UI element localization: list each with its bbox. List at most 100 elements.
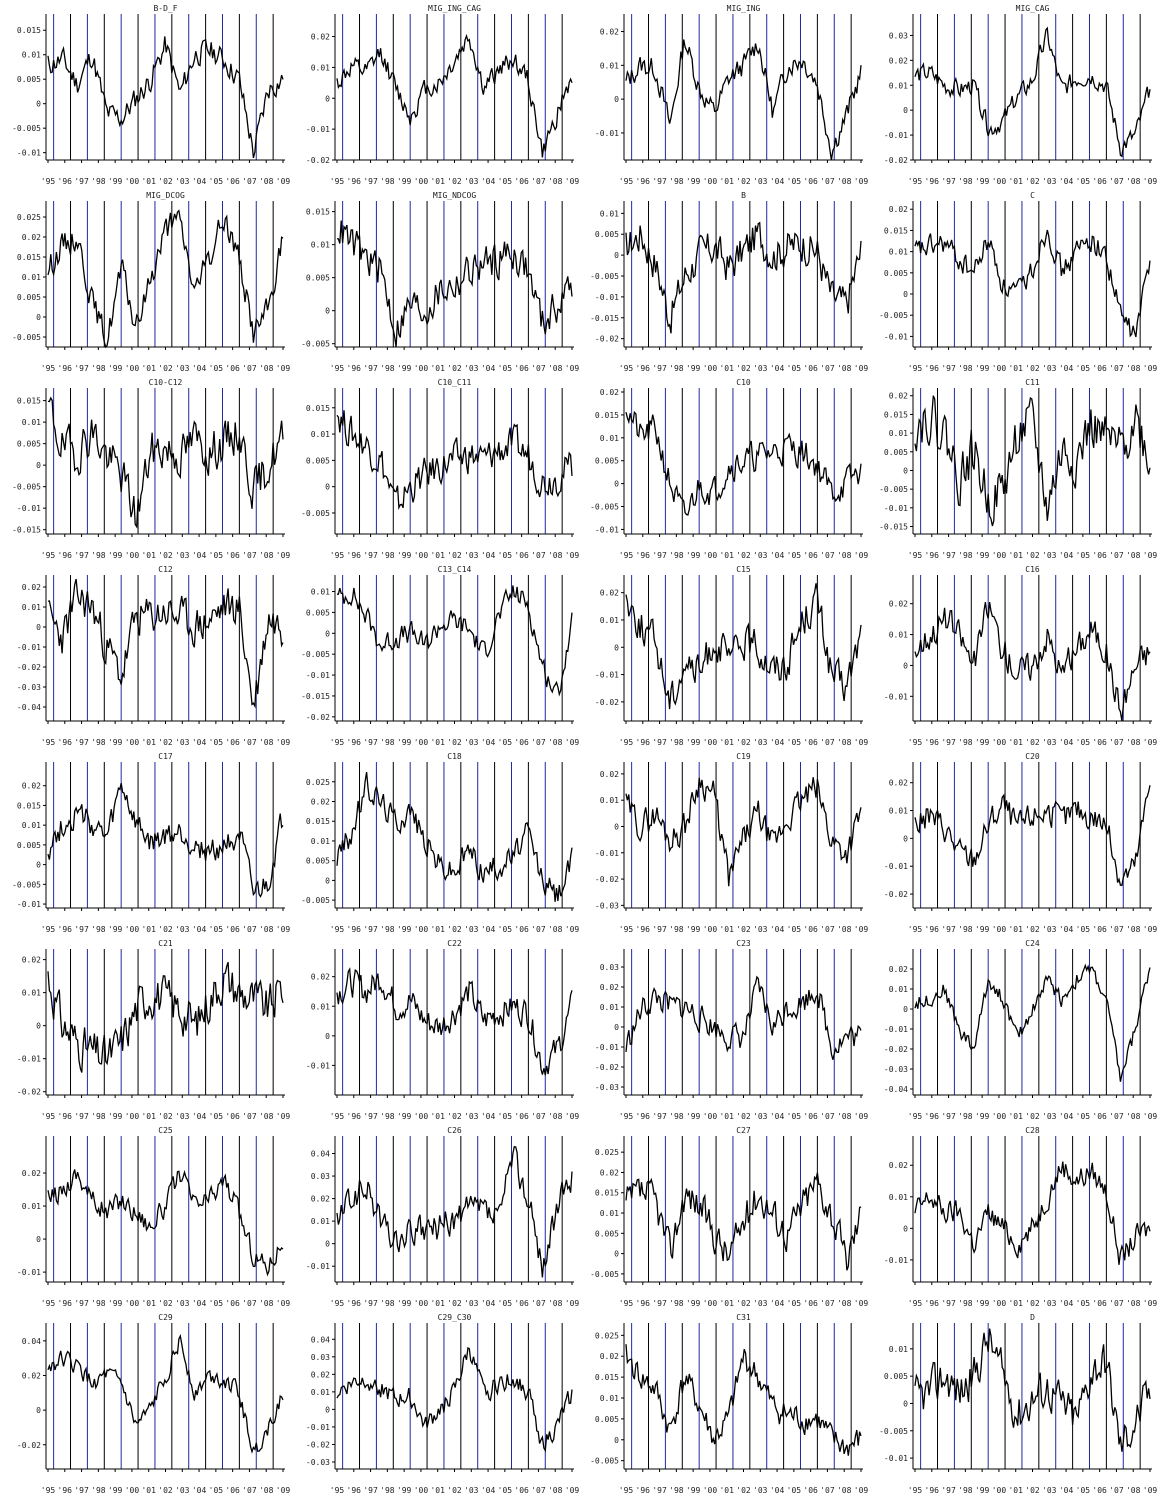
x-tick-label: '07 xyxy=(820,925,835,934)
x-tick-label: '99 xyxy=(397,364,412,373)
x-tick-label: '04 xyxy=(770,177,785,186)
x-tick-label: '96 xyxy=(636,1299,651,1308)
y-tick-label: 0.01 xyxy=(311,63,330,72)
panel-svg: C29_C30 0.04 0.03 0.02 0.01 0 -0.01 -0.02 -0.03 '… xyxy=(306,1313,580,1495)
panel-mig-ing: MIG_ING 0.02 0.01 0 -0.01'95'96'97'98'99'00 '… xyxy=(578,0,869,187)
x-tick-label: '03 xyxy=(464,364,479,373)
x-tick-label: '97 xyxy=(941,551,956,560)
x-tick-label: '97 xyxy=(74,1299,89,1308)
x-tick-label: '96 xyxy=(636,1486,651,1495)
panel-title: C23 xyxy=(736,939,751,948)
x-tick-label: '97 xyxy=(652,551,667,560)
x-tick-label: '08 xyxy=(548,1112,563,1121)
y-tick-label: 0.02 xyxy=(22,233,41,242)
x-tick-label: '04 xyxy=(481,738,496,747)
y-tick-label: 0.005 xyxy=(306,857,330,866)
x-tick-label: '95 xyxy=(908,177,923,186)
x-tick-label: '08 xyxy=(837,551,852,560)
y-tick-label: -0.02 xyxy=(884,156,908,165)
x-tick-label: '99 xyxy=(108,1486,123,1495)
x-tick-label: '00 xyxy=(703,1112,718,1121)
series-line xyxy=(914,1161,1151,1265)
x-tick-label: '08 xyxy=(259,364,274,373)
x-tick-label: '95 xyxy=(330,551,345,560)
x-tick-label: '02 xyxy=(158,551,173,560)
x-tick-label: '95 xyxy=(330,1486,345,1495)
y-tick-label: 0.005 xyxy=(306,608,330,617)
x-tick-label: '01 xyxy=(1008,738,1023,747)
panel-c11: C11 0.02 0.015 0.01 0.005 0 -0.005 -0.01 -0.015 '… xyxy=(867,374,1157,561)
x-tick-label: '03 xyxy=(464,1486,479,1495)
x-tick-label: '99 xyxy=(686,364,701,373)
y-tick-label: 0.02 xyxy=(600,1168,619,1177)
x-tick-label: '96 xyxy=(925,738,940,747)
y-tick-label: 0.02 xyxy=(600,770,619,779)
x-tick-label: '98 xyxy=(91,738,106,747)
x-tick-label: '02 xyxy=(1025,364,1040,373)
panel-b: B 0.01 0.005 0 -0.005 -0.01 -0.015 -0.02'95'96 '… xyxy=(578,187,868,374)
x-tick-label: '95 xyxy=(41,364,56,373)
x-tick-label: '03 xyxy=(1042,364,1057,373)
x-tick-label: '03 xyxy=(1042,738,1057,747)
x-tick-label: '96 xyxy=(347,551,362,560)
series-line xyxy=(336,220,573,347)
x-tick-label: '05 xyxy=(1076,364,1091,373)
x-tick-label: '03 xyxy=(175,364,190,373)
y-tick-label: 0.025 xyxy=(595,1331,619,1340)
x-tick-label: '07 xyxy=(242,738,257,747)
x-tick-label: '95 xyxy=(330,364,345,373)
y-tick-label: -0.005 xyxy=(301,509,330,518)
panel-title: C27 xyxy=(736,1126,751,1135)
x-tick-label: '97 xyxy=(941,738,956,747)
x-tick-label: '07 xyxy=(531,364,546,373)
y-tick-label: 0.01 xyxy=(600,61,619,70)
y-tick-label: -0.005 xyxy=(12,880,41,889)
x-tick-label: '00 xyxy=(125,551,140,560)
series-line xyxy=(625,583,862,710)
x-tick-label: '08 xyxy=(837,925,852,934)
x-tick-label: '08 xyxy=(837,1486,852,1495)
x-tick-label: '97 xyxy=(74,925,89,934)
x-tick-label: '98 xyxy=(958,925,973,934)
y-tick-label: 0.005 xyxy=(884,448,908,457)
x-tick-label: '09 xyxy=(1143,1299,1157,1308)
y-tick-label: 0.015 xyxy=(17,801,41,810)
y-tick-label: -0.02 xyxy=(17,663,41,672)
x-tick-label: '05 xyxy=(787,1112,802,1121)
y-tick-label: 0.01 xyxy=(311,1388,330,1397)
y-tick-label: 0 xyxy=(325,1032,330,1041)
x-tick-label: '00 xyxy=(703,364,718,373)
x-tick-label: '06 xyxy=(225,551,240,560)
x-tick-label: '99 xyxy=(975,738,990,747)
x-tick-label: '05 xyxy=(1076,738,1091,747)
panel-title: C24 xyxy=(1025,939,1040,948)
x-tick-label: '07 xyxy=(1109,551,1124,560)
x-tick-label: '06 xyxy=(514,925,529,934)
x-tick-label: '04 xyxy=(1059,738,1074,747)
y-tick-label: 0 xyxy=(325,307,330,316)
panel-title: C17 xyxy=(158,752,173,761)
x-tick-label: '97 xyxy=(941,1299,956,1308)
y-tick-label: 0 xyxy=(36,623,41,632)
x-tick-label: '00 xyxy=(125,1486,140,1495)
x-tick-label: '95 xyxy=(908,738,923,747)
y-tick-label: 0.025 xyxy=(17,213,41,222)
y-tick-label: 0 xyxy=(325,1240,330,1249)
panel-title: MIG_CAG xyxy=(1016,4,1050,13)
x-tick-label: '96 xyxy=(347,1112,362,1121)
x-tick-label: '98 xyxy=(669,1299,684,1308)
panel-title: C25 xyxy=(158,1126,173,1135)
panel-title: MIG_NDCOG xyxy=(433,191,477,200)
panel-c13-c14: C13_C14 0.01 0.005 0 -0.005 -0.01 -0.015 -0.02 '… xyxy=(289,561,579,748)
y-tick-label: 0.005 xyxy=(595,1229,619,1238)
x-tick-label: '08 xyxy=(548,738,563,747)
x-tick-label: '95 xyxy=(908,1112,923,1121)
x-tick-label: '03 xyxy=(1042,1299,1057,1308)
x-tick-label: '98 xyxy=(380,364,395,373)
x-tick-label: '98 xyxy=(958,1112,973,1121)
x-tick-label: '98 xyxy=(380,1299,395,1308)
y-tick-label: 0.03 xyxy=(600,963,619,972)
x-tick-label: '07 xyxy=(820,551,835,560)
